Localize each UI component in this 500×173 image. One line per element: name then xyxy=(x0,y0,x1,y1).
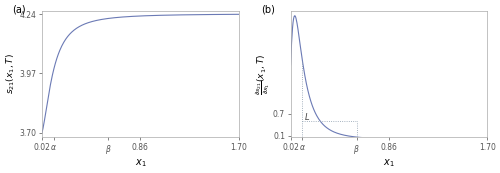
X-axis label: $x_1$: $x_1$ xyxy=(134,157,146,169)
Y-axis label: $\frac{\partial s_{21}}{\partial x_1}(x_1, T)$: $\frac{\partial s_{21}}{\partial x_1}(x_… xyxy=(254,53,272,95)
X-axis label: $x_1$: $x_1$ xyxy=(383,157,395,169)
Text: $L$: $L$ xyxy=(304,111,310,122)
Text: (b): (b) xyxy=(261,4,275,15)
Text: (a): (a) xyxy=(12,4,26,15)
Y-axis label: $s_{21}(x_1, T)$: $s_{21}(x_1, T)$ xyxy=(4,53,16,94)
